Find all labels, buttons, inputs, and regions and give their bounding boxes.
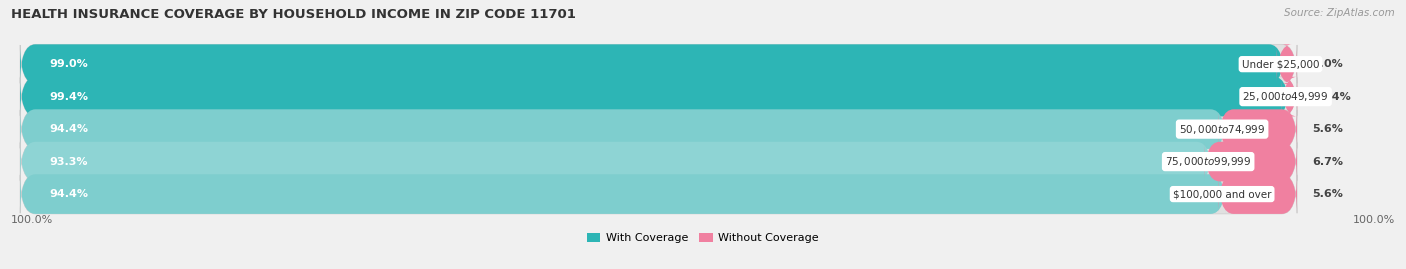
Text: $50,000 to $74,999: $50,000 to $74,999 (1180, 123, 1265, 136)
FancyBboxPatch shape (20, 44, 1296, 84)
FancyBboxPatch shape (20, 142, 1212, 181)
Text: $75,000 to $99,999: $75,000 to $99,999 (1166, 155, 1251, 168)
Text: 94.4%: 94.4% (49, 124, 89, 134)
Text: 100.0%: 100.0% (11, 215, 53, 225)
Text: 99.4%: 99.4% (49, 92, 89, 102)
Text: 6.7%: 6.7% (1312, 157, 1343, 167)
FancyBboxPatch shape (20, 44, 1284, 84)
Text: Under $25,000: Under $25,000 (1241, 59, 1319, 69)
Text: 93.3%: 93.3% (49, 157, 87, 167)
FancyBboxPatch shape (20, 77, 1289, 116)
FancyBboxPatch shape (20, 174, 1226, 214)
Text: HEALTH INSURANCE COVERAGE BY HOUSEHOLD INCOME IN ZIP CODE 11701: HEALTH INSURANCE COVERAGE BY HOUSEHOLD I… (11, 8, 576, 21)
FancyBboxPatch shape (1282, 77, 1298, 116)
FancyBboxPatch shape (20, 109, 1296, 149)
Text: 94.4%: 94.4% (49, 189, 89, 199)
FancyBboxPatch shape (1219, 109, 1296, 149)
FancyBboxPatch shape (20, 109, 1226, 149)
FancyBboxPatch shape (1277, 44, 1296, 84)
Text: 5.6%: 5.6% (1312, 189, 1343, 199)
Text: 99.0%: 99.0% (49, 59, 89, 69)
FancyBboxPatch shape (1205, 142, 1296, 181)
FancyBboxPatch shape (20, 142, 1296, 181)
FancyBboxPatch shape (20, 77, 1296, 116)
FancyBboxPatch shape (1219, 174, 1296, 214)
Text: Source: ZipAtlas.com: Source: ZipAtlas.com (1284, 8, 1395, 18)
Text: $100,000 and over: $100,000 and over (1173, 189, 1271, 199)
Text: 0.64%: 0.64% (1313, 92, 1351, 102)
Text: 5.6%: 5.6% (1312, 124, 1343, 134)
Legend: With Coverage, Without Coverage: With Coverage, Without Coverage (582, 228, 824, 247)
Text: $25,000 to $49,999: $25,000 to $49,999 (1243, 90, 1329, 103)
Text: 100.0%: 100.0% (1353, 215, 1395, 225)
Text: 1.0%: 1.0% (1312, 59, 1343, 69)
FancyBboxPatch shape (20, 174, 1296, 214)
